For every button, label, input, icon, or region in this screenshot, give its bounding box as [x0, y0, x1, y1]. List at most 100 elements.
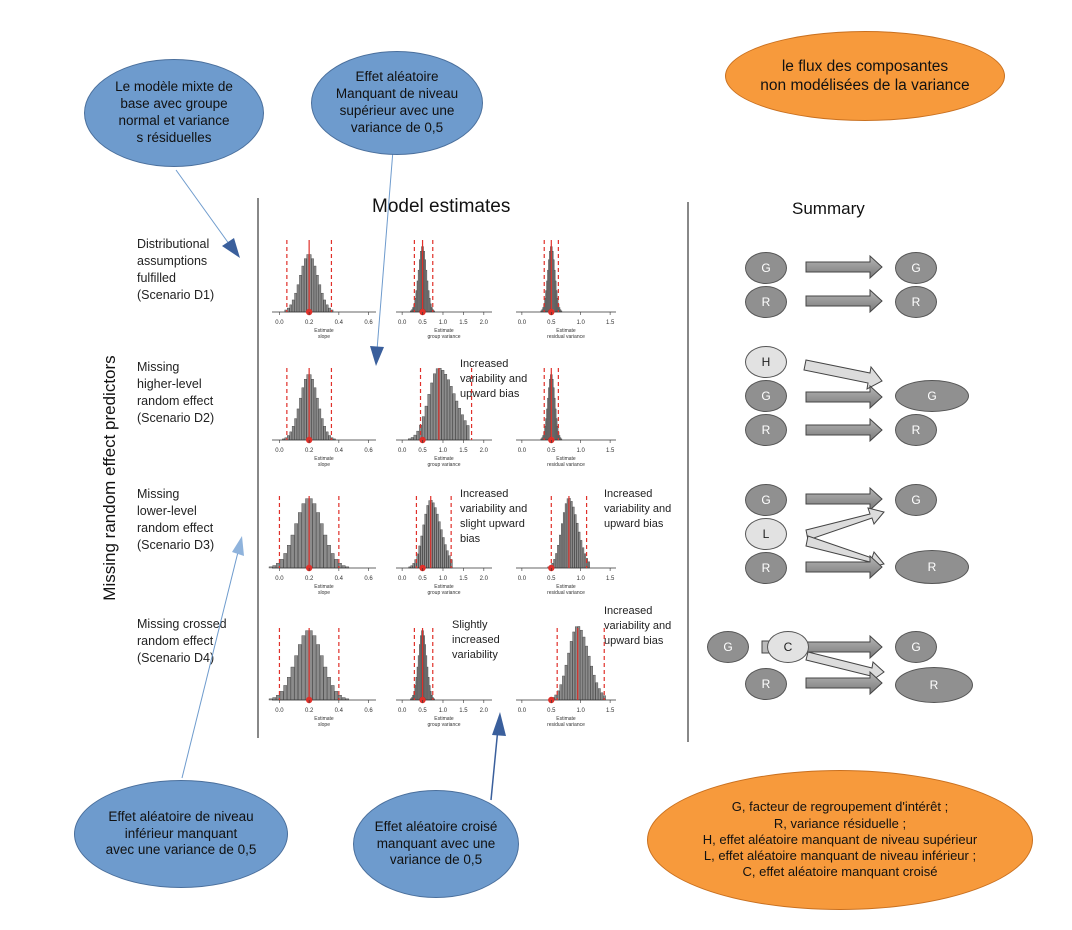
tick-label: 1.5: [606, 708, 615, 714]
axis-label: slope: [318, 334, 330, 340]
tick-label: 0.6: [364, 708, 373, 714]
arrow-icon: [805, 417, 883, 443]
node-h: H: [745, 346, 787, 378]
arrow-icon: [805, 634, 883, 660]
axis-label: residual variance: [547, 462, 585, 468]
tick-label: 0.4: [335, 576, 344, 582]
tick-label: 2.0: [480, 448, 489, 454]
tick-label: 1.0: [577, 576, 586, 582]
arrow-icon: [805, 486, 883, 512]
tick-label: 0.4: [335, 708, 344, 714]
axis-label: residual variance: [547, 590, 585, 596]
tick-label: 1.5: [606, 448, 615, 454]
axis-label: Estimate: [314, 584, 334, 590]
tick-label: 0.0: [275, 320, 284, 326]
callout-crossed: Effet aléatoire croisé manquant avec une…: [353, 790, 519, 898]
row-label-d3: Missing lower-level random effect (Scena…: [137, 487, 215, 552]
tick-label: 0.5: [418, 708, 427, 714]
tick-label: 0.4: [335, 448, 344, 454]
node-c: C: [767, 631, 809, 663]
axis-label: group variance: [427, 334, 460, 340]
node-g: G: [895, 631, 937, 663]
node-r-wide: R: [895, 550, 969, 584]
tick-label: 0.2: [305, 576, 314, 582]
legend-callout: G, facteur de regroupement d'intérêt ; R…: [647, 770, 1033, 910]
tick-label: 0.6: [364, 576, 373, 582]
axis-label: slope: [318, 462, 330, 468]
axis-label: Estimate: [556, 584, 576, 590]
axis-label: residual variance: [547, 334, 585, 340]
row-label-d2: Missing higher-level random effect (Scen…: [137, 360, 215, 425]
tick-label: 1.5: [459, 320, 468, 326]
tick-label: 0.0: [518, 576, 527, 582]
tick-label: 1.5: [459, 448, 468, 454]
tick-label: 0.5: [547, 448, 556, 454]
callout-higher-level: Effet aléatoire Manquant de niveau supér…: [311, 51, 483, 155]
node-r: R: [745, 668, 787, 700]
node-r: R: [895, 286, 937, 318]
tick-label: 1.0: [577, 708, 586, 714]
axis-label: Estimate: [556, 328, 576, 334]
axis-label: Estimate: [434, 584, 454, 590]
callout-lower-level: Effet aléatoire de niveau inférieur manq…: [74, 780, 288, 888]
tick-label: 0.0: [398, 320, 407, 326]
row-label-d4: Missing crossed random effect (Scenario …: [137, 617, 227, 665]
node-r: R: [745, 414, 787, 446]
tick-label: 1.5: [606, 576, 615, 582]
tick-label: 1.5: [606, 320, 615, 326]
note-d4-group: Slightly increased variability: [452, 619, 500, 661]
tick-label: 2.0: [480, 708, 489, 714]
axis-label: group variance: [427, 462, 460, 468]
note-d4-resid: Increased variability and upward bias: [604, 605, 672, 647]
arrow-icon: [805, 288, 883, 314]
tick-label: 2.0: [480, 576, 489, 582]
histogram-bar: [268, 698, 273, 701]
node-r: R: [895, 414, 937, 446]
tick-label: 0.5: [418, 448, 427, 454]
axis-label: Estimate: [434, 716, 454, 722]
tick-label: 0.6: [364, 320, 373, 326]
note-d3-resid: Increased variability and upward bias: [604, 488, 672, 530]
tick-label: 0.0: [398, 708, 407, 714]
tick-label: 1.5: [459, 576, 468, 582]
node-r: R: [745, 286, 787, 318]
callout-variance-flow: le flux des composantes non modélisées d…: [725, 31, 1005, 121]
tick-label: 0.5: [547, 320, 556, 326]
arrow-icon: [805, 651, 885, 684]
tick-label: 1.0: [439, 708, 448, 714]
tick-label: 0.0: [275, 576, 284, 582]
node-g: G: [745, 484, 787, 516]
left-divider: [257, 198, 259, 738]
axis-label: Estimate: [314, 328, 334, 334]
tick-label: 0.0: [518, 448, 527, 454]
arrow-icon: [805, 384, 883, 410]
arrow-icon: [803, 359, 883, 390]
node-l: L: [745, 518, 787, 550]
callout-base-model: Le modèle mixte de base avec groupe norm…: [84, 59, 264, 167]
arrow-icon: [805, 670, 883, 696]
arrow-icon: [805, 507, 885, 541]
tick-label: 0.0: [518, 708, 527, 714]
row-label-d1: Distributional assumptions fulfilled (Sc…: [137, 237, 215, 302]
axis-label: Estimate: [314, 456, 334, 462]
tick-label: 0.5: [547, 708, 556, 714]
axis-label: Estimate: [556, 716, 576, 722]
axis-label: Estimate: [556, 456, 576, 462]
axis-label: group variance: [427, 722, 460, 728]
tick-label: 0.5: [418, 576, 427, 582]
summary-title: Summary: [792, 199, 865, 218]
tick-label: 0.0: [398, 576, 407, 582]
node-g: G: [895, 484, 937, 516]
tick-label: 0.5: [547, 576, 556, 582]
tick-label: 0.0: [275, 448, 284, 454]
axis-label: Estimate: [314, 716, 334, 722]
node-g: G: [745, 380, 787, 412]
tick-label: 0.4: [335, 320, 344, 326]
histogram-bar: [268, 566, 273, 569]
axis-label: slope: [318, 590, 330, 596]
node-g: G: [745, 252, 787, 284]
tick-label: 1.0: [439, 448, 448, 454]
